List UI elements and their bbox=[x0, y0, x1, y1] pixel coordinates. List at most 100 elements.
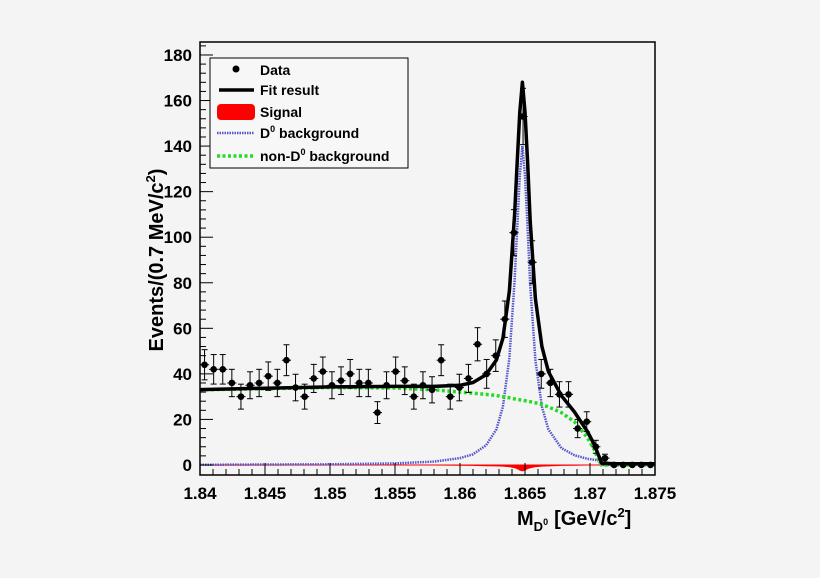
y-tick-label: 80 bbox=[173, 274, 192, 293]
data-point bbox=[627, 461, 637, 469]
data-point bbox=[236, 383, 246, 410]
data-point bbox=[591, 439, 601, 454]
x-tick-label: 1.875 bbox=[634, 484, 677, 503]
signal-curve bbox=[199, 464, 656, 472]
data-marker bbox=[456, 384, 463, 391]
legend-signal-swatch bbox=[217, 104, 255, 120]
d0-background-curve bbox=[199, 145, 655, 467]
x-axis-title: MD0 [GeV/c2] bbox=[517, 505, 631, 534]
data-marker bbox=[565, 391, 572, 398]
data-marker bbox=[638, 461, 645, 469]
data-marker bbox=[437, 356, 445, 364]
data-point bbox=[527, 240, 537, 285]
x-tick-label: 1.865 bbox=[504, 484, 547, 503]
legend-signal-label: Signal bbox=[260, 104, 302, 120]
data-point bbox=[345, 358, 355, 389]
data-point bbox=[473, 327, 483, 362]
legend-data-label: Data bbox=[260, 62, 291, 78]
data-marker bbox=[264, 372, 272, 380]
data-point bbox=[436, 344, 446, 377]
data-marker bbox=[601, 454, 609, 462]
data-marker bbox=[237, 393, 245, 400]
x-tick-label: 1.845 bbox=[244, 484, 287, 503]
data-marker bbox=[419, 381, 427, 389]
data-marker bbox=[410, 393, 418, 400]
data-marker bbox=[337, 377, 345, 385]
y-tick-label: 60 bbox=[173, 319, 192, 338]
data-marker bbox=[319, 368, 327, 375]
y-tick-label: 120 bbox=[164, 183, 192, 202]
data-point bbox=[618, 461, 628, 469]
data-point bbox=[281, 344, 291, 377]
data-point bbox=[300, 383, 310, 410]
y-tick-label: 100 bbox=[164, 228, 192, 247]
data-marker bbox=[474, 340, 481, 348]
data-point bbox=[427, 376, 437, 404]
x-tick-label: 1.85 bbox=[313, 484, 346, 503]
data-marker bbox=[383, 381, 390, 389]
data-point bbox=[536, 358, 546, 389]
data-point bbox=[409, 383, 419, 410]
data-point bbox=[463, 363, 473, 393]
data-point bbox=[391, 356, 401, 387]
data-marker bbox=[574, 425, 581, 432]
data-point bbox=[254, 368, 264, 398]
data-point bbox=[309, 363, 319, 393]
data-point bbox=[336, 366, 346, 396]
data-point bbox=[354, 368, 364, 398]
data-point bbox=[445, 383, 455, 410]
x-tick-label: 1.855 bbox=[374, 484, 417, 503]
data-point bbox=[272, 368, 282, 398]
data-point bbox=[500, 300, 510, 338]
data-point bbox=[418, 371, 428, 400]
y-tick-label: 40 bbox=[173, 365, 192, 384]
data-marker bbox=[465, 375, 472, 382]
data-marker bbox=[365, 379, 372, 387]
x-tick-label: 1.87 bbox=[573, 484, 606, 503]
y-tick-label: 180 bbox=[164, 46, 192, 65]
legend-fit-label: Fit result bbox=[260, 82, 319, 98]
data-point bbox=[636, 461, 646, 469]
data-marker bbox=[628, 461, 636, 469]
data-marker bbox=[310, 375, 318, 382]
fit-result-curve bbox=[199, 80, 655, 466]
data-marker bbox=[355, 379, 363, 387]
data-marker bbox=[483, 370, 490, 378]
data-point bbox=[263, 361, 273, 391]
y-axis-title: Events/(0.7 MeV/c2) bbox=[143, 169, 168, 352]
data-point bbox=[609, 461, 619, 469]
legend: Data Fit result Signal D0 background non… bbox=[209, 57, 409, 169]
legend-nond0-label: non-D0 background bbox=[260, 147, 389, 164]
data-marker bbox=[228, 379, 236, 387]
data-point bbox=[582, 411, 592, 433]
data-marker bbox=[301, 393, 308, 400]
data-point bbox=[518, 87, 528, 146]
data-marker bbox=[528, 258, 536, 266]
x-tick-label: 1.86 bbox=[443, 484, 476, 503]
data-marker bbox=[501, 315, 509, 323]
y-tick-label: 0 bbox=[183, 456, 192, 475]
data-point bbox=[400, 366, 410, 396]
data-marker bbox=[428, 386, 436, 394]
data-point bbox=[327, 371, 337, 400]
data-marker bbox=[246, 381, 254, 389]
data-point bbox=[554, 381, 564, 408]
data-marker bbox=[328, 381, 336, 389]
data-marker bbox=[283, 356, 290, 364]
data-marker bbox=[647, 461, 654, 469]
legend-data-marker bbox=[232, 65, 240, 73]
legend-d0-label: D0 background bbox=[260, 124, 359, 141]
data-point bbox=[491, 339, 501, 372]
data-marker bbox=[547, 379, 554, 387]
data-marker bbox=[510, 229, 518, 236]
data-point bbox=[291, 373, 301, 402]
data-point bbox=[363, 368, 373, 398]
data-marker bbox=[492, 352, 500, 359]
data-marker bbox=[519, 113, 527, 120]
data-point bbox=[245, 371, 255, 400]
data-point bbox=[545, 368, 555, 398]
data-marker bbox=[210, 366, 217, 373]
data-marker bbox=[401, 377, 409, 385]
data-point bbox=[372, 401, 382, 425]
